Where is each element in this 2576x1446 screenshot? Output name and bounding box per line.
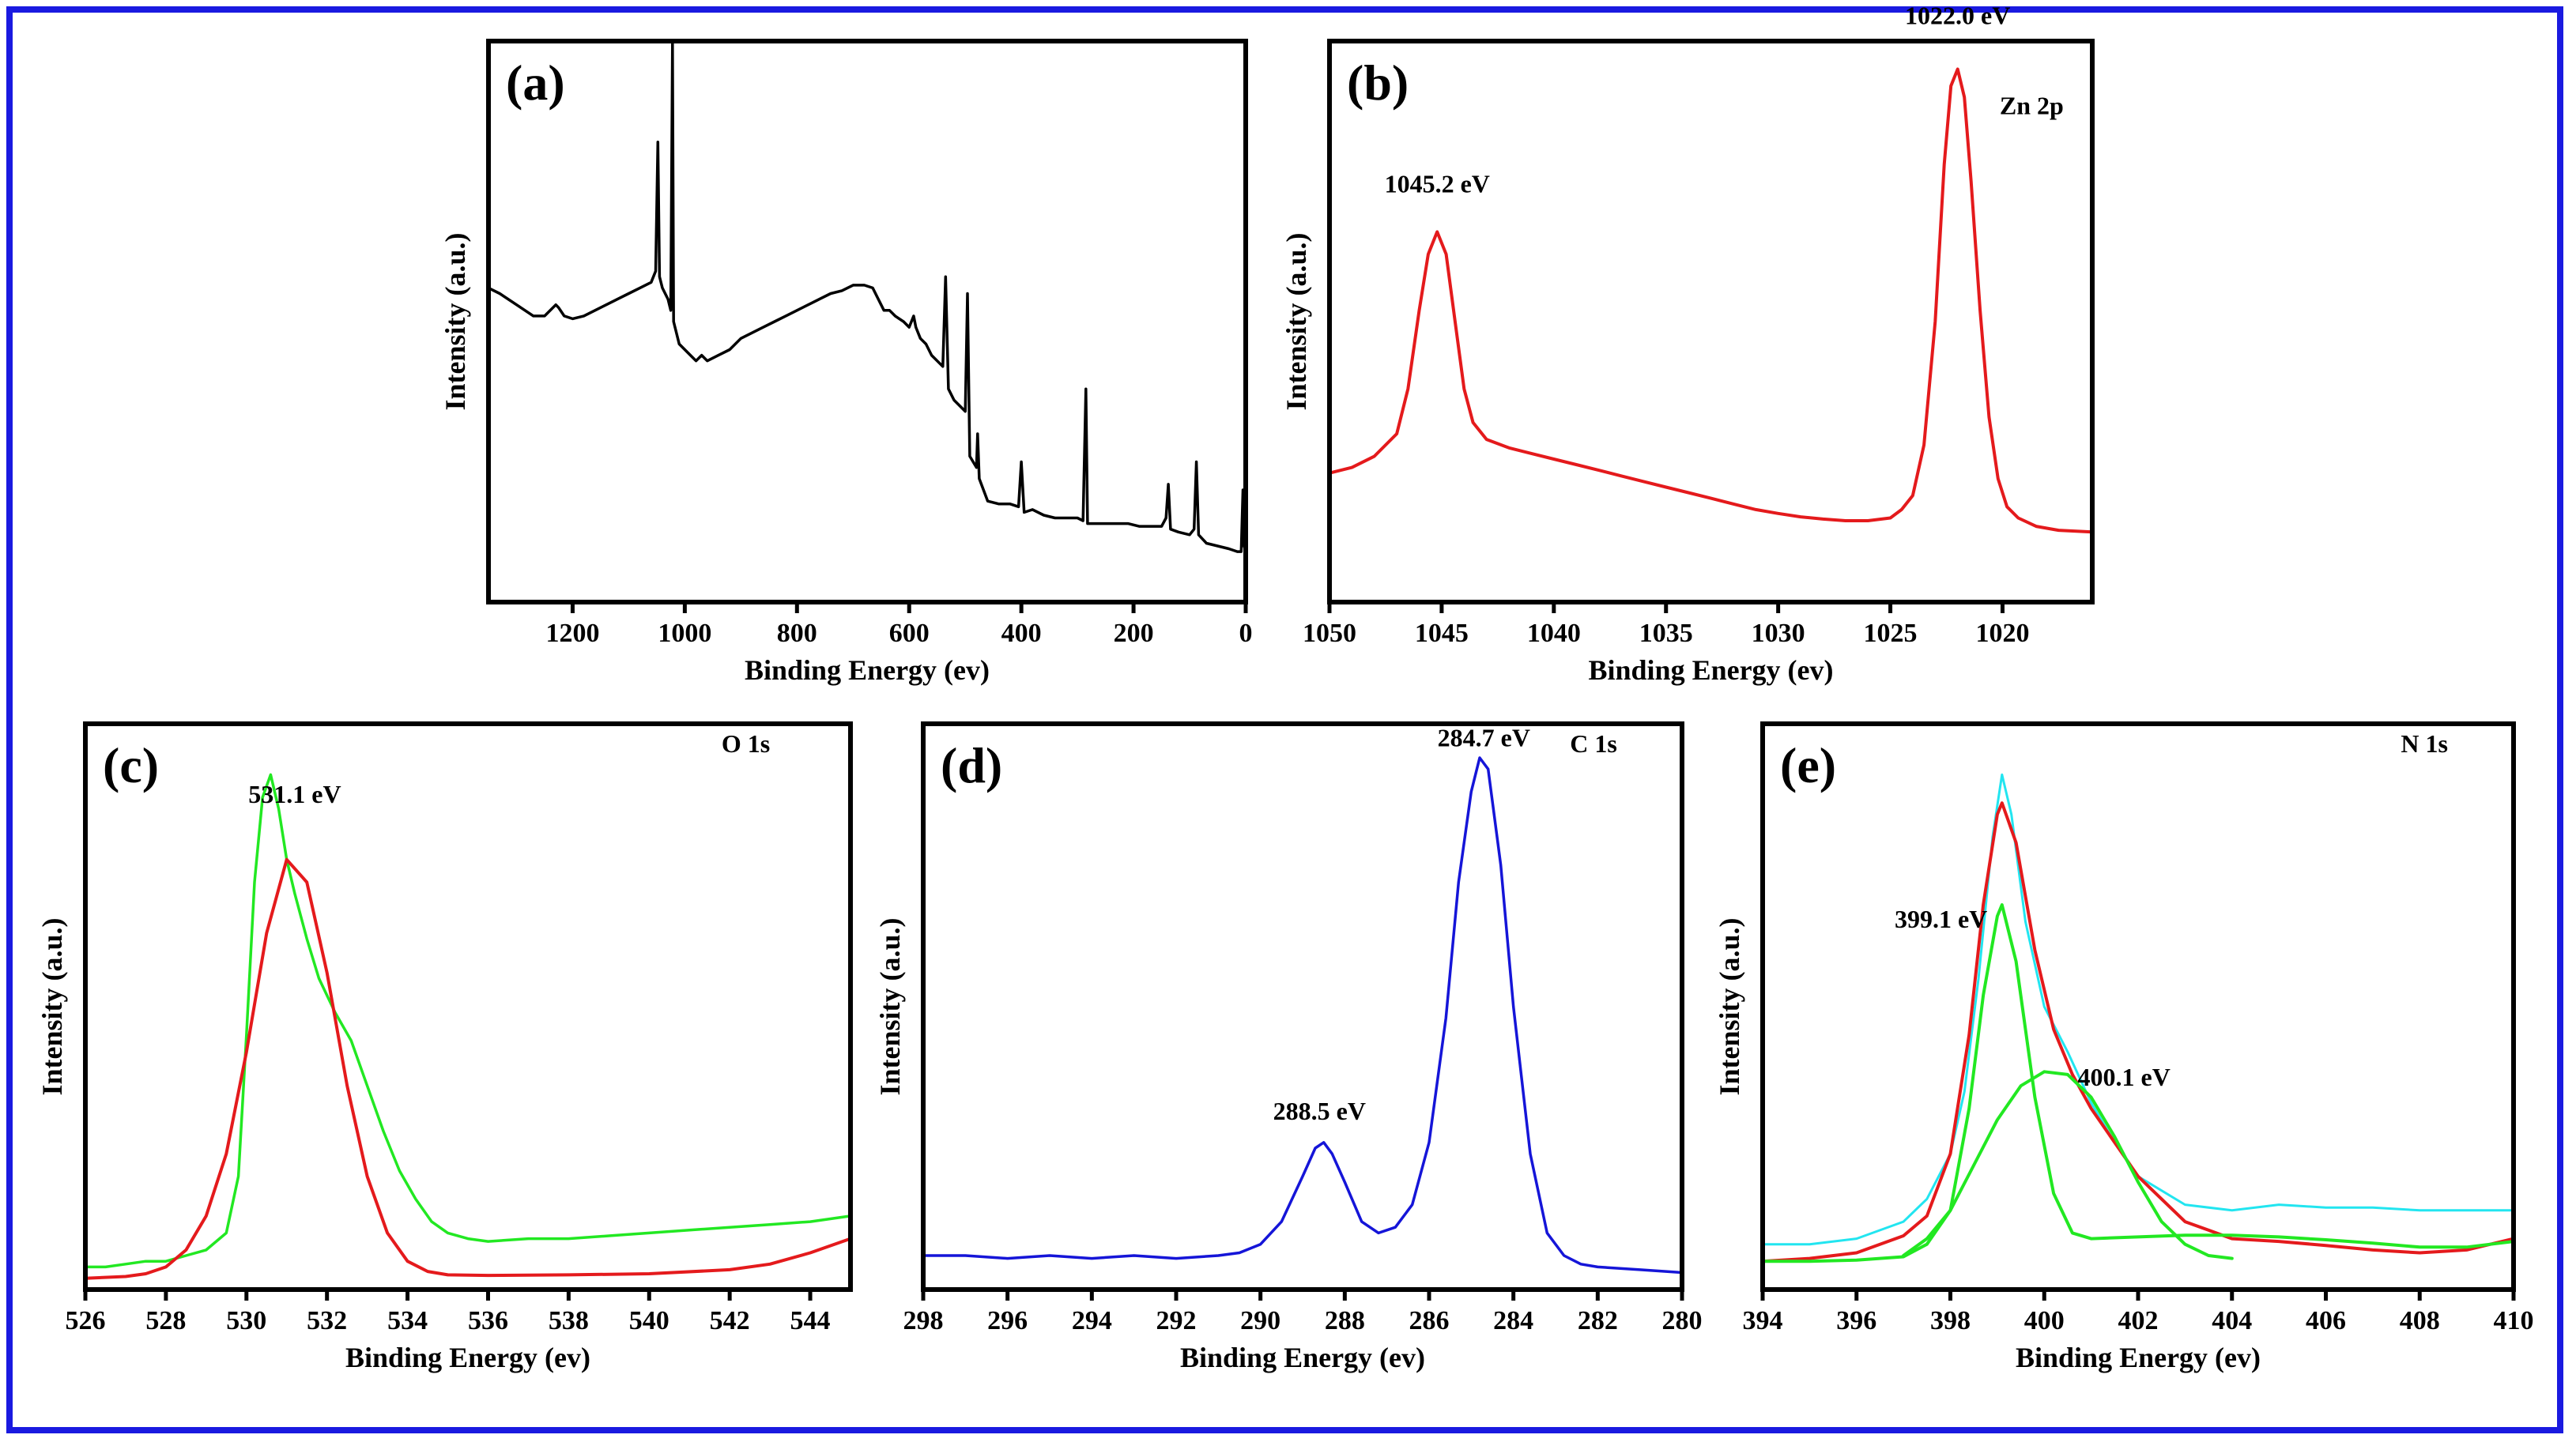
- peak-annotation: 284.7 eV: [1438, 724, 1530, 752]
- plot-frame: [83, 721, 853, 1292]
- x-tick-label: 398: [1930, 1306, 1971, 1335]
- x-tick-label: 528: [145, 1306, 186, 1335]
- x-axis-label: Binding Energy (ev): [1180, 1342, 1425, 1373]
- x-tick-label: 394: [1743, 1306, 1783, 1335]
- peak-annotation: N 1s: [2401, 729, 2448, 758]
- x-tick-label: 1040: [1527, 619, 1581, 648]
- x-tick-label: 1050: [1303, 619, 1356, 648]
- x-tick-label: 1000: [658, 619, 711, 648]
- panel-a: 1200 1000 800 600 400 200 0 Binding Energy (ev)…: [439, 39, 1253, 686]
- peak-annotation: 531.1 eV: [248, 780, 341, 808]
- y-axis-label: Intensity (a.u.): [36, 917, 68, 1095]
- x-tick-label: 800: [777, 619, 817, 648]
- x-axis-label: Binding Energy (ev): [2016, 1342, 2261, 1373]
- x-tick-label: 400: [2024, 1306, 2065, 1335]
- peak-annotation: 399.1 eV: [1895, 905, 1987, 933]
- plot-frame: [1327, 39, 2095, 604]
- series-line-e-3: [1902, 1070, 2234, 1260]
- x-tick-label: 534: [387, 1306, 428, 1335]
- x-tick-label: 404: [2212, 1306, 2252, 1335]
- series-line-e-2: [1761, 903, 2515, 1263]
- panel-c: 526 528 530 532 534 536 538 540 542 544 Binding En…: [36, 721, 853, 1373]
- x-tick-label: 290: [1240, 1306, 1280, 1335]
- x-tick-label: 406: [2306, 1306, 2346, 1335]
- x-tick-label: 298: [903, 1306, 944, 1335]
- x-tick-label: 1025: [1864, 619, 1918, 648]
- plot-frame: [1760, 721, 2516, 1292]
- x-tick-label: 600: [889, 619, 930, 648]
- x-tick-label: 542: [710, 1306, 750, 1335]
- x-tick-label: 1020: [1975, 619, 2029, 648]
- x-tick-label: 284: [1493, 1306, 1533, 1335]
- panel-label: (e): [1780, 737, 1836, 793]
- x-tick-label: 540: [629, 1306, 669, 1335]
- series-line-e-0: [1761, 773, 2515, 1246]
- x-tick-label: 538: [549, 1306, 589, 1335]
- figure-frame: [6, 6, 2563, 1433]
- x-tick-label: 200: [1114, 619, 1154, 648]
- x-tick-label: 530: [226, 1306, 266, 1335]
- panel-label: (c): [103, 737, 159, 793]
- series-line-a-0: [487, 40, 1247, 553]
- panel-e: 394 396 398 400 402 404 406 408 410 Binding Energ…: [1714, 721, 2534, 1373]
- x-tick-label: 282: [1578, 1306, 1618, 1335]
- plot-frame: [486, 39, 1248, 604]
- x-tick-label: 1035: [1639, 619, 1693, 648]
- x-tick-label: 1045: [1415, 619, 1469, 648]
- y-axis-label: Intensity (a.u.): [439, 232, 471, 410]
- y-axis-label: Intensity (a.u.): [1280, 232, 1312, 410]
- peak-annotation: C 1s: [1570, 729, 1617, 758]
- y-axis-label: Intensity (a.u.): [874, 917, 906, 1095]
- x-axis-label: Binding Energy (ev): [745, 654, 990, 686]
- panel-label: (d): [941, 737, 1002, 793]
- x-tick-label: 1030: [1752, 619, 1805, 648]
- x-tick-label: 286: [1409, 1306, 1450, 1335]
- x-tick-label: 296: [987, 1306, 1028, 1335]
- x-tick-label: 288: [1325, 1306, 1365, 1335]
- x-tick-label: 532: [307, 1306, 347, 1335]
- x-tick-label: 1200: [545, 619, 599, 648]
- peak-annotation: 400.1 eV: [2078, 1063, 2171, 1091]
- y-axis-label: Intensity (a.u.): [1714, 917, 1745, 1095]
- peak-annotation: Zn 2p: [2000, 91, 2064, 119]
- series-line-c-1: [84, 857, 852, 1280]
- panel-b: 1050 1045 1040 1035 1030 1025 1020 Binding Ener…: [1280, 2, 2095, 686]
- series-line-e-1: [1761, 801, 2515, 1263]
- x-tick-label: 280: [1662, 1306, 1703, 1335]
- x-tick-label: 292: [1156, 1306, 1197, 1335]
- peak-annotation: O 1s: [722, 729, 770, 758]
- x-tick-label: 526: [66, 1306, 106, 1335]
- x-tick-label: 410: [2494, 1306, 2534, 1335]
- x-tick-label: 408: [2400, 1306, 2440, 1335]
- x-tick-label: 544: [790, 1306, 831, 1335]
- series-line-d-0: [922, 756, 1684, 1275]
- panel-d: 298 296 294 292 290 288 286 284 282 280 Binding En…: [874, 721, 1703, 1373]
- series-line-c-0: [84, 773, 852, 1269]
- plot-frame: [921, 721, 1684, 1292]
- x-tick-label: 0: [1239, 619, 1253, 648]
- peak-annotation: 1045.2 eV: [1385, 170, 1490, 198]
- peak-annotation: 1022.0 eV: [1905, 2, 2010, 30]
- x-axis-label: Binding Energy (ev): [1588, 654, 1833, 686]
- x-tick-label: 536: [468, 1306, 508, 1335]
- panel-label: (b): [1347, 55, 1409, 111]
- panel-label: (a): [506, 55, 565, 111]
- x-tick-label: 396: [1836, 1306, 1876, 1335]
- peak-annotation: 288.5 eV: [1273, 1097, 1366, 1125]
- x-axis-label: Binding Energy (ev): [345, 1342, 590, 1373]
- series-line-b-0: [1328, 67, 2094, 534]
- x-tick-label: 400: [1001, 619, 1042, 648]
- x-tick-label: 294: [1072, 1306, 1112, 1335]
- x-tick-label: 402: [2118, 1306, 2159, 1335]
